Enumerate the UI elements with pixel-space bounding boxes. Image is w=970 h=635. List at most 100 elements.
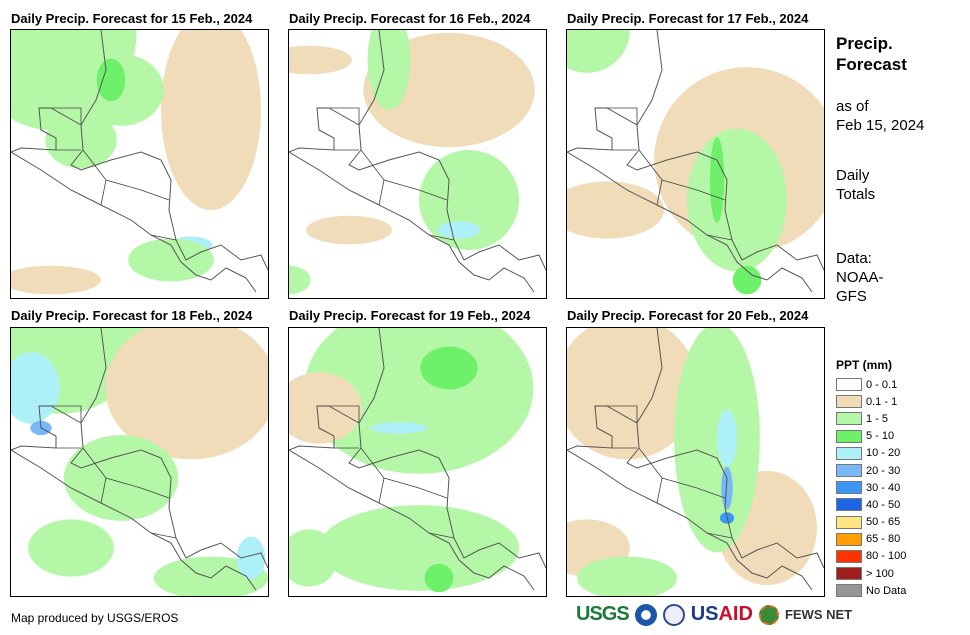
precip-area [717, 409, 737, 467]
country-borders [595, 405, 733, 539]
legend-item: 20 - 30 [836, 462, 906, 479]
panel-title: Daily Precip. Forecast for 18 Feb., 2024 [11, 308, 253, 323]
legend-item: 80 - 100 [836, 548, 906, 565]
legend-swatch [836, 429, 862, 443]
precip-area [674, 328, 760, 553]
precip-area [105, 328, 268, 460]
legend-swatch [836, 378, 862, 392]
precip-area [306, 215, 392, 245]
usaid-logo: USAID [691, 603, 753, 626]
legend-label: 65 - 80 [866, 533, 901, 546]
daily-line: Totals [836, 186, 876, 203]
usaid-text: US [690, 603, 719, 625]
legend-swatch [836, 446, 862, 460]
precip-area [161, 30, 261, 210]
panel-title: Daily Precip. Forecast for 19 Feb., 2024 [289, 308, 531, 323]
legend-swatch [836, 412, 862, 426]
data-line: NOAA- [836, 269, 884, 286]
panel-title: Daily Precip. Forecast for 16 Feb., 2024 [289, 11, 531, 26]
map-panel-day5 [288, 327, 547, 597]
legend-swatch [836, 464, 862, 478]
data-line: GFS [836, 288, 867, 305]
as-of-value: Feb 15, 2024 [836, 117, 925, 134]
daily-totals: Daily Totals [836, 166, 875, 204]
legend-item: 40 - 50 [836, 496, 906, 513]
legend-label: No Data [866, 584, 907, 597]
side-title-line: Precip. [836, 34, 893, 53]
legend-label: 0 - 0.1 [866, 378, 898, 391]
fews-globe-icon [758, 604, 779, 625]
country-borders [595, 107, 733, 241]
usgs-logo: USGS [576, 603, 630, 625]
precip-map [289, 30, 546, 295]
legend-label: 40 - 50 [866, 498, 901, 511]
legend: PPT (mm) 0 - 0.1 0.1 - 1 1 - 5 5 - 10 10 - 2… [836, 358, 906, 599]
legend-swatch [836, 584, 862, 598]
precip-map [11, 328, 268, 596]
legend-swatch [836, 515, 862, 529]
side-title-line: Forecast [836, 55, 907, 74]
legend-item: 50 - 65 [836, 514, 906, 531]
legend-swatch [836, 481, 862, 495]
precip-area [128, 238, 214, 282]
as-of-label: as of [836, 98, 869, 115]
legend-label: 30 - 40 [866, 481, 901, 494]
precip-area [567, 30, 630, 73]
legend-item: No Data [836, 582, 906, 599]
precip-area [289, 45, 352, 75]
legend-label: 50 - 65 [866, 516, 901, 529]
usaid-seal-logo [662, 603, 685, 626]
precip-area [721, 466, 733, 510]
legend-item: 5 - 10 [836, 428, 906, 445]
legend-item: 30 - 40 [836, 479, 906, 496]
data-line: Data: [836, 250, 872, 267]
precip-area [319, 505, 519, 591]
precip-area [437, 221, 481, 239]
country-borders [39, 405, 177, 539]
panel-title: Daily Precip. Forecast for 15 Feb., 2024 [11, 11, 253, 26]
noaa-logo [634, 603, 657, 626]
map-panel-day6 [566, 327, 825, 597]
legend-label: 10 - 20 [866, 447, 901, 460]
partner-logos: USGS USAID FEWS NET [576, 603, 852, 626]
precip-map [11, 30, 268, 295]
precip-area [370, 422, 428, 434]
fews-net-logo: FEWS NET [784, 607, 853, 622]
legend-swatch [836, 498, 862, 512]
panel-title: Daily Precip. Forecast for 20 Feb., 2024 [567, 308, 809, 323]
map-panel-day4 [10, 327, 269, 597]
legend-item: 10 - 20 [836, 445, 906, 462]
usaid-text: AID [718, 603, 753, 625]
legend-swatch [836, 395, 862, 409]
side-title: Precip. Forecast [836, 33, 907, 75]
precip-area [11, 265, 101, 295]
legend-label: 0.1 - 1 [866, 395, 898, 408]
precip-area [567, 181, 665, 239]
legend-swatch [836, 567, 862, 581]
country-borders [317, 107, 455, 241]
precip-map [567, 30, 824, 295]
precip-area [567, 328, 699, 460]
precip-area [236, 536, 266, 580]
precip-area [289, 529, 338, 587]
legend-item: 65 - 80 [836, 531, 906, 548]
legend-swatch [836, 549, 862, 563]
precip-area [45, 111, 117, 169]
precip-area [96, 58, 126, 102]
legend-label: 20 - 30 [866, 464, 901, 477]
data-source: Data: NOAA- GFS [836, 249, 884, 306]
map-panel-day2 [288, 29, 547, 299]
precip-area [289, 265, 311, 295]
legend-title: PPT (mm) [836, 358, 893, 372]
legend-item: > 100 [836, 565, 906, 582]
country-borders [317, 405, 455, 539]
legend-label: 5 - 10 [866, 430, 895, 443]
map-credit: Map produced by USGS/EROS [11, 611, 179, 625]
map-panel-day3 [566, 29, 825, 299]
legend-item: 0.1 - 1 [836, 393, 906, 410]
legend-label: > 100 [866, 567, 894, 580]
precip-area [732, 265, 762, 295]
precip-map [567, 328, 824, 596]
legend-label: 80 - 100 [866, 550, 907, 563]
